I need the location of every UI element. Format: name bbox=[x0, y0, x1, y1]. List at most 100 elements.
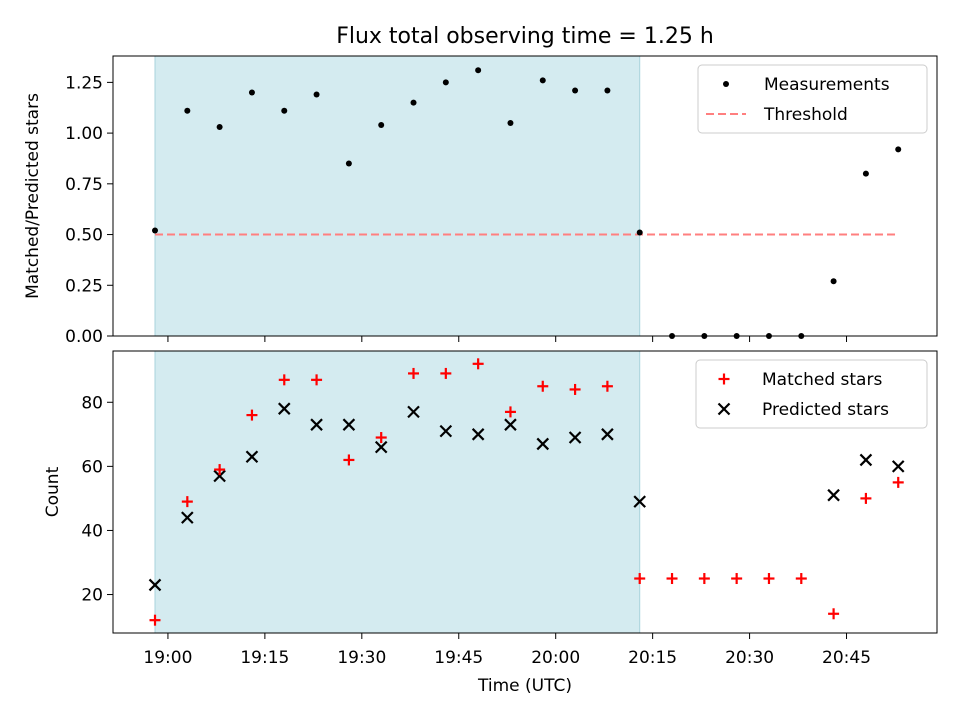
measurement-point bbox=[313, 91, 320, 98]
predicted-star-point bbox=[471, 428, 485, 441]
bottom-y-tick-label: 20 bbox=[81, 586, 103, 606]
matched-star-point bbox=[375, 432, 387, 444]
predicted-star-point bbox=[439, 424, 453, 438]
matched-star-point bbox=[504, 406, 516, 418]
matched-star-point bbox=[763, 573, 775, 585]
measurement-point bbox=[507, 119, 514, 126]
legend-label: Measurements bbox=[764, 75, 890, 95]
measurement-point bbox=[378, 121, 385, 128]
predicted-star-point bbox=[181, 511, 194, 524]
bottom-y-tick-label: 80 bbox=[81, 393, 103, 413]
legend-box bbox=[697, 64, 928, 134]
predicted-star-point bbox=[213, 469, 226, 483]
x-tick-label: 19:30 bbox=[337, 648, 386, 668]
bottom-y-tick-label: 40 bbox=[81, 521, 103, 541]
predicted-star-point bbox=[342, 418, 356, 431]
legend-dot-icon bbox=[723, 81, 729, 87]
measurement-point bbox=[539, 77, 546, 84]
predicted-star-point bbox=[148, 578, 162, 592]
top-y-tick-label: 0.25 bbox=[65, 276, 103, 296]
measurement-point bbox=[475, 67, 482, 74]
bottom-y-tick-label: 60 bbox=[81, 457, 103, 477]
predicted-star-point bbox=[277, 402, 291, 415]
measurement-point bbox=[216, 124, 223, 131]
measurement-point bbox=[572, 87, 579, 94]
measurement-point bbox=[604, 87, 611, 94]
matched-star-point bbox=[278, 374, 290, 386]
measurement-point bbox=[442, 79, 449, 86]
measurement-point bbox=[248, 89, 255, 96]
measurement-point bbox=[862, 170, 869, 177]
top-plot-frame bbox=[112, 55, 938, 337]
matched-star-point bbox=[860, 492, 872, 504]
matched-star-point bbox=[214, 464, 226, 476]
top-y-tick-label: 1.25 bbox=[65, 73, 103, 93]
legend-label: Matched stars bbox=[762, 370, 882, 390]
x-tick-label: 19:00 bbox=[143, 648, 192, 668]
matched-star-point bbox=[892, 476, 904, 488]
matched-star-point bbox=[311, 374, 323, 386]
matched-star-point bbox=[472, 358, 484, 370]
matched-star-point bbox=[731, 573, 743, 585]
matched-star-point bbox=[795, 573, 807, 585]
legend-box bbox=[695, 359, 928, 429]
bottom-y-axis-label: Count bbox=[43, 466, 63, 517]
top-y-tick-label: 0.50 bbox=[65, 226, 103, 246]
measurement-point bbox=[281, 107, 288, 114]
matched-star-point bbox=[537, 380, 549, 392]
measurement-point bbox=[830, 278, 837, 285]
x-tick-label: 20:45 bbox=[822, 648, 871, 668]
matched-star-point bbox=[440, 367, 452, 379]
top-y-tick-label: 0.75 bbox=[65, 175, 103, 195]
predicted-star-point bbox=[601, 428, 614, 441]
matched-star-point bbox=[698, 573, 710, 585]
measurement-point bbox=[345, 160, 352, 167]
measurement-point bbox=[895, 146, 902, 153]
matched-star-point bbox=[666, 573, 678, 585]
count-panel: 20 40 60 80 19:00 19:15 19:30 19:45 20:00 20:15 20… bbox=[43, 350, 938, 696]
measurement-point bbox=[636, 229, 643, 236]
matched-star-point bbox=[569, 383, 581, 395]
x-axis-label: Time (UTC) bbox=[477, 676, 572, 696]
measurement-point bbox=[152, 227, 159, 234]
bottom-shaded-region bbox=[154, 350, 641, 634]
x-tick-label: 20:30 bbox=[725, 648, 774, 668]
predicted-star-point bbox=[633, 495, 646, 508]
matched-star-point bbox=[343, 454, 355, 466]
legend-plus-icon bbox=[718, 373, 730, 385]
predicted-star-point bbox=[536, 437, 550, 451]
matched-star-point bbox=[246, 409, 258, 421]
bottom-legend: Matched stars Predicted stars bbox=[695, 359, 928, 429]
matched-star-point bbox=[181, 496, 193, 508]
x-tick-label: 20:00 bbox=[531, 648, 580, 668]
legend-label: Predicted stars bbox=[762, 400, 889, 420]
top-y-axis-label: Matched/Predicted stars bbox=[23, 93, 43, 299]
bottom-plot-frame bbox=[112, 350, 938, 634]
x-tick-label: 20:15 bbox=[628, 648, 677, 668]
x-tick-label: 19:45 bbox=[434, 648, 483, 668]
ratio-panel: 0.00 0.25 0.50 0.75 1.00 1.25 Matched/Predict… bbox=[23, 55, 938, 347]
top-y-tick-label: 1.00 bbox=[65, 124, 103, 144]
predicted-star-point bbox=[891, 460, 905, 473]
predicted-star-point bbox=[310, 418, 323, 431]
top-legend: Measurements Threshold bbox=[697, 64, 928, 134]
predicted-star-point bbox=[504, 418, 517, 431]
x-tick-label: 19:15 bbox=[240, 648, 289, 668]
top-shaded-region bbox=[154, 55, 641, 337]
matched-star-point bbox=[601, 380, 613, 392]
measurement-point bbox=[410, 99, 417, 106]
matched-star-point bbox=[634, 573, 646, 585]
legend-label: Threshold bbox=[763, 105, 848, 125]
predicted-star-point bbox=[827, 488, 840, 502]
measurement-point bbox=[184, 107, 191, 114]
top-y-tick-label: 0.00 bbox=[65, 327, 103, 347]
chart-title: Flux total observing time = 1.25 h bbox=[336, 24, 714, 49]
predicted-star-point bbox=[374, 440, 388, 454]
predicted-star-point bbox=[245, 450, 259, 464]
predicted-star-point bbox=[859, 453, 873, 467]
matched-star-point bbox=[149, 614, 161, 626]
matched-star-point bbox=[828, 608, 840, 620]
legend-x-icon bbox=[717, 402, 731, 416]
predicted-star-point bbox=[407, 405, 420, 419]
